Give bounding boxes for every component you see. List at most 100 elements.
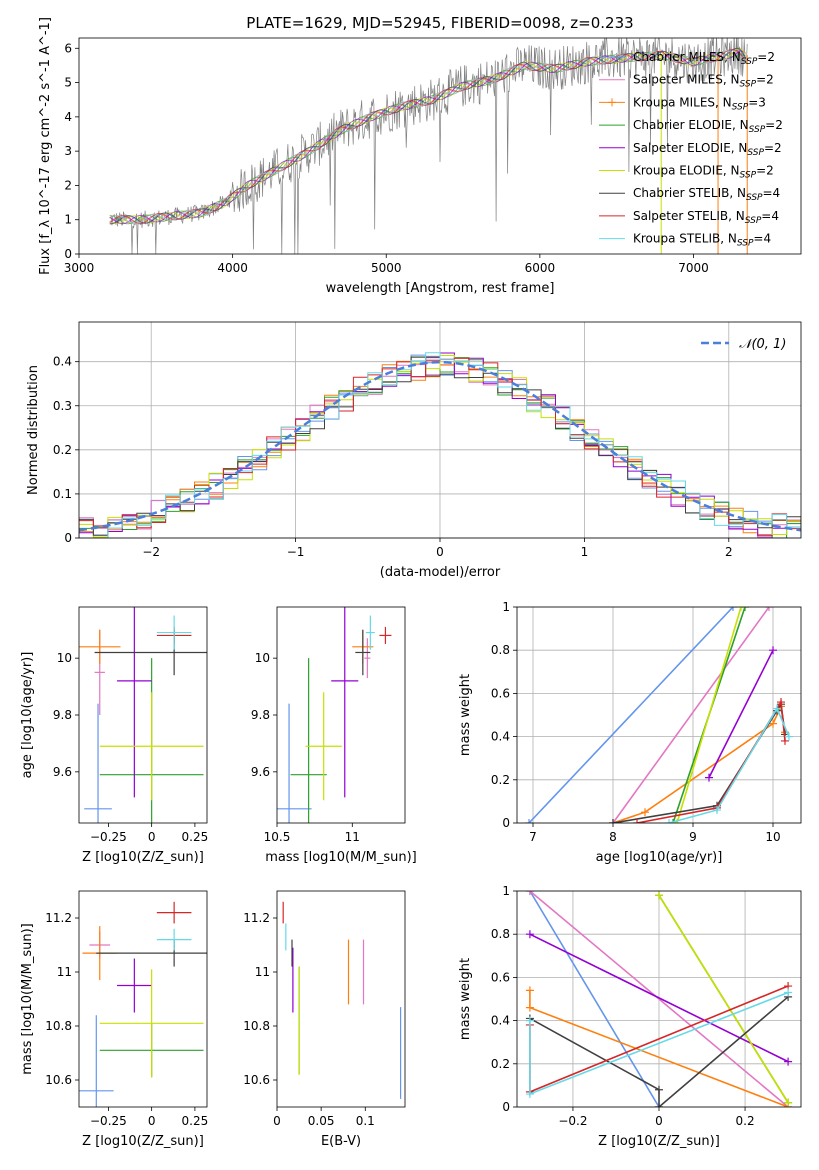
legend-subscript: SSP: [741, 57, 758, 67]
legend-marker: [608, 98, 616, 107]
data-point-marker: [729, 607, 737, 611]
x-tick-label: 2: [725, 545, 733, 559]
errorbar-salpeter-stelib: [156, 901, 192, 924]
errorbar-chabrier-miles: [277, 703, 312, 823]
axes-frame: [516, 606, 802, 824]
y-tick-label: 10.8: [45, 1019, 72, 1033]
y-tick-label: 0.4: [53, 355, 72, 369]
data-point-marker: [773, 704, 781, 713]
data-point-marker: [641, 808, 649, 817]
data-point-marker: [665, 819, 673, 823]
weight-line-salpeter-stelib: [636, 699, 786, 823]
legend-count: =3: [748, 95, 766, 109]
y-tick-label: 1: [502, 884, 510, 898]
x-tick-label: 0.25: [182, 830, 209, 844]
x-tick-label: −0.2: [558, 1114, 587, 1128]
data-point-marker: [525, 891, 534, 895]
data-point-marker: [769, 719, 777, 728]
legend-subscript: SSP: [747, 148, 764, 158]
plot-area-age_weight: [525, 607, 793, 823]
y-tick-label: 0: [64, 247, 72, 261]
data-point-marker: [713, 806, 721, 815]
x-tick-label: 0: [148, 830, 156, 844]
y-tick-label: 1: [502, 600, 510, 614]
errorbar-kroupa-stelib: [156, 615, 192, 650]
data-point-marker: [525, 1090, 534, 1099]
legend-subscript: SSP: [732, 102, 749, 112]
panel-spectrum: 3000 4000 5000 6000 7000 0 1 2 3 4 5 6 wavelength [A…: [38, 17, 802, 296]
y-tick-label: 1: [64, 213, 72, 227]
errorbar-salpeter-elodie: [117, 958, 152, 1013]
y-tick-label: 11.2: [243, 911, 270, 925]
x-tick-label: 0: [148, 1114, 156, 1128]
weight-line-salpeter-miles: [612, 607, 770, 823]
x-tick-label: −0.25: [90, 1114, 127, 1128]
legend-label: Chabrier ELODIE, NSSP=2: [633, 118, 783, 135]
y-axis-label: mass [log10(M/M_sun)]: [20, 923, 35, 1075]
legend-label: Salpeter MILES, NSSP=2: [633, 73, 774, 90]
legend-count: =4: [761, 209, 779, 223]
data-point-marker: [784, 988, 793, 997]
y-tick-label: 0: [64, 531, 72, 545]
x-tick-label: 10.5: [264, 830, 291, 844]
y-tick-label: 5: [64, 76, 72, 90]
legend-count: =2: [756, 164, 774, 178]
data-point-marker: [777, 698, 785, 707]
axes-frame: [78, 321, 802, 539]
plot-area-ebv_mass: [282, 901, 402, 1099]
panel-mass_age: 10.5 11 9.6 9.8 10 mass [log10(M/M_sun)]: [251, 606, 417, 865]
x-axis-label: (data-model)/error: [380, 565, 501, 580]
legend-model-name: Chabrier STELIB, N: [633, 186, 746, 200]
y-tick-label: 0: [502, 816, 510, 830]
axes-frame: [276, 890, 406, 1108]
x-tick-label: 0.2: [736, 1114, 755, 1128]
data-point-marker: [655, 891, 663, 900]
data-point-marker: [525, 819, 533, 823]
legend-count: =2: [756, 73, 774, 87]
data-point-marker: [784, 1098, 793, 1107]
x-tick-label: 5000: [371, 261, 402, 275]
x-tick-label: 9: [689, 830, 697, 844]
weight-line-chabrier-stelib: [612, 701, 786, 823]
data-point-marker: [737, 607, 745, 611]
x-axis-label: Z [log10(Z/Z_sun)]: [598, 1134, 720, 1149]
errorbar-kroupa-elodie: [305, 692, 342, 801]
y-tick-label: 0.2: [491, 1057, 510, 1071]
x-tick-label: 3000: [64, 261, 95, 275]
panel-age_weight: 7 8 9 10 0 0.2 0.4 0.6 0.8 1 age [log10(age/yr)] ma…: [458, 600, 802, 865]
legend-subscript: SSP: [740, 80, 757, 90]
x-tick-label: 0.05: [308, 1114, 335, 1128]
y-axis-label: age [log10(age/yr)]: [20, 652, 35, 779]
errorbar-chabrier-miles: [79, 1015, 114, 1107]
x-axis-label: mass [log10(M/M_sun)]: [265, 850, 417, 865]
y-tick-label: 3: [64, 144, 72, 158]
x-tick-label: −0.25: [90, 830, 127, 844]
data-point-marker: [765, 607, 773, 611]
errorbar-chabrier-stelib: [355, 629, 371, 676]
legend-model-name: Kroupa MILES, N: [633, 95, 732, 109]
plot-area-residuals: [79, 352, 801, 538]
data-point-marker: [525, 930, 534, 939]
y-tick-label: 9.8: [251, 708, 270, 722]
x-tick-label: 11: [345, 830, 360, 844]
gaussian-curve: [79, 360, 801, 532]
y-tick-label: 9.8: [53, 708, 72, 722]
model-line-salpeter-elodie: [109, 50, 746, 225]
y-tick-label: 2: [64, 178, 72, 192]
legend-label: Chabrier STELIB, NSSP=4: [633, 186, 780, 203]
x-tick-label: −1: [287, 545, 305, 559]
y-tick-label: 11: [255, 965, 270, 979]
x-tick-label: 10: [765, 830, 780, 844]
legend-label: Kroupa MILES, NSSP=3: [633, 95, 766, 112]
y-tick-label: 0.4: [491, 1014, 510, 1028]
figure-title: PLATE=1629, MJD=52945, FIBERID=0098, z=0…: [246, 14, 633, 32]
x-tick-label: 6000: [525, 261, 556, 275]
y-tick-label: 0.6: [491, 970, 510, 984]
weight-line-chabrier-stelib: [529, 996, 789, 1107]
legend-label: 𝒩(0, 1): [739, 337, 786, 352]
data-point-marker: [785, 732, 793, 741]
plot-area-z_weight: [525, 891, 793, 1107]
model-line-salpeter-stelib: [109, 49, 747, 225]
